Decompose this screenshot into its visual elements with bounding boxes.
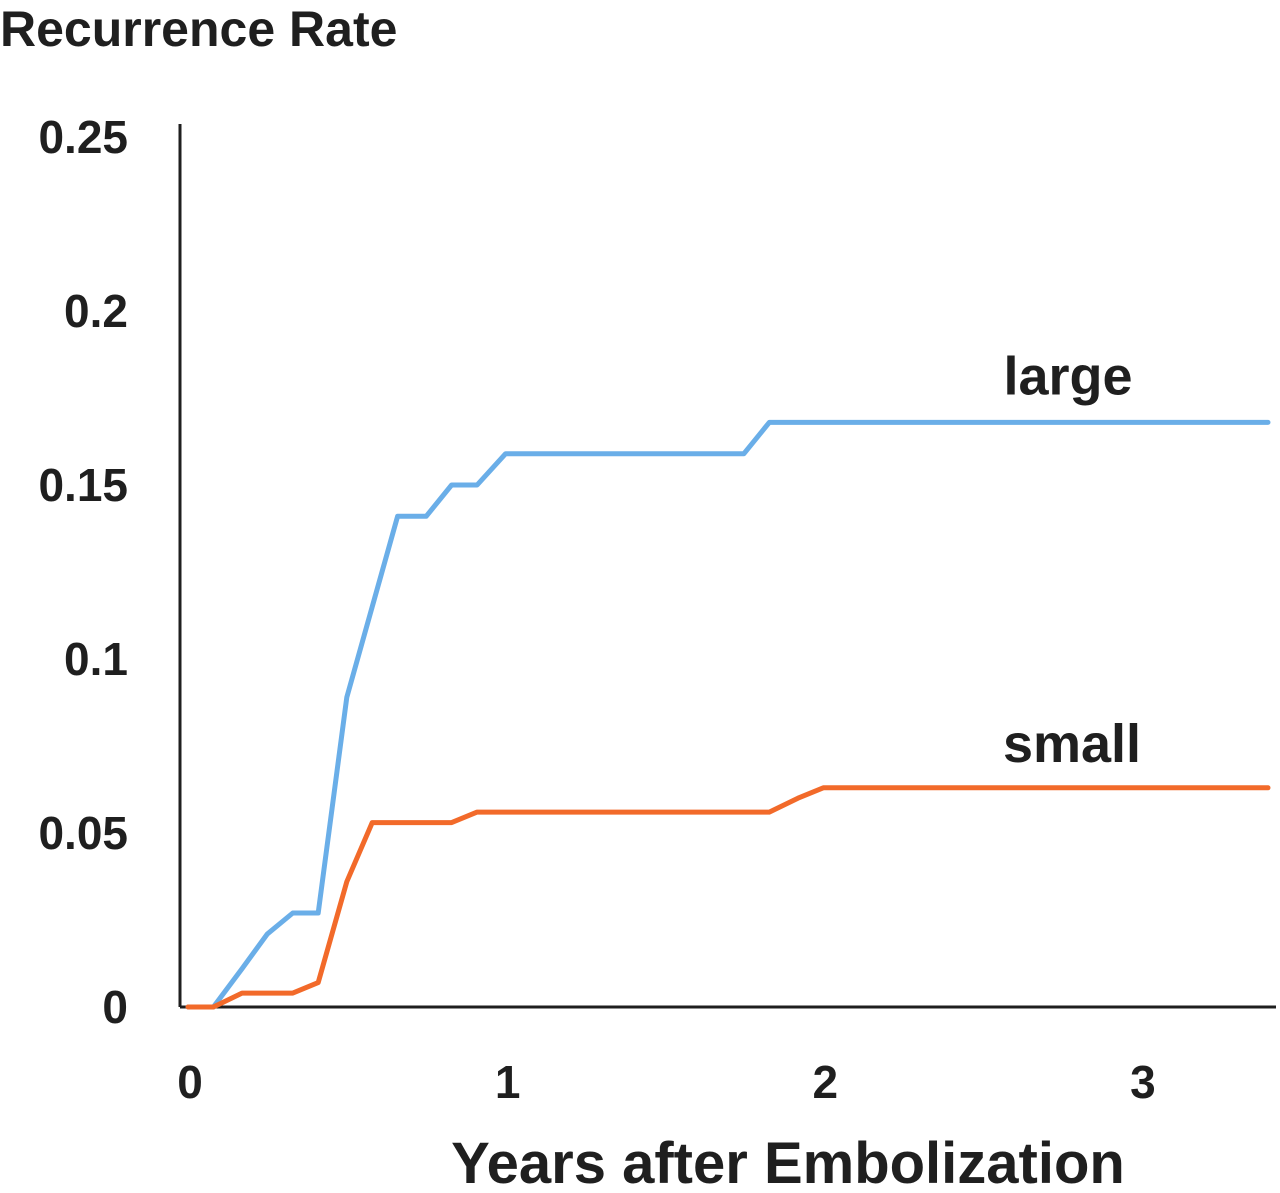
series-label-small: small: [1003, 714, 1141, 774]
y-tick-label: 0: [102, 981, 128, 1033]
y-tick-label: 0.2: [64, 285, 128, 337]
y-tick-labels: 0 0.05 0.1 0.15 0.2 0.25: [38, 111, 128, 1033]
x-axis-label: Years after Embolization: [451, 1131, 1125, 1188]
y-tick-label: 0.1: [64, 633, 128, 685]
x-tick-label: 1: [495, 1056, 521, 1108]
series-lines: [185, 419, 1271, 1010]
axes: [178, 124, 1276, 1009]
series-line-small: [185, 785, 1271, 1010]
chart-title: Recurrence Rate: [0, 1, 397, 57]
y-tick-label: 0.15: [38, 459, 128, 511]
x-tick-labels: 0 1 2 3: [177, 1056, 1156, 1108]
y-tick-label: 0.05: [38, 807, 128, 859]
y-tick-label: 0.25: [38, 111, 128, 163]
x-tick-label: 3: [1130, 1056, 1156, 1108]
series-line-large: [185, 419, 1271, 1010]
series-labels: large small: [1003, 346, 1141, 773]
series-label-large: large: [1003, 346, 1132, 406]
x-tick-label: 2: [812, 1056, 838, 1108]
x-tick-label: 0: [177, 1056, 203, 1108]
